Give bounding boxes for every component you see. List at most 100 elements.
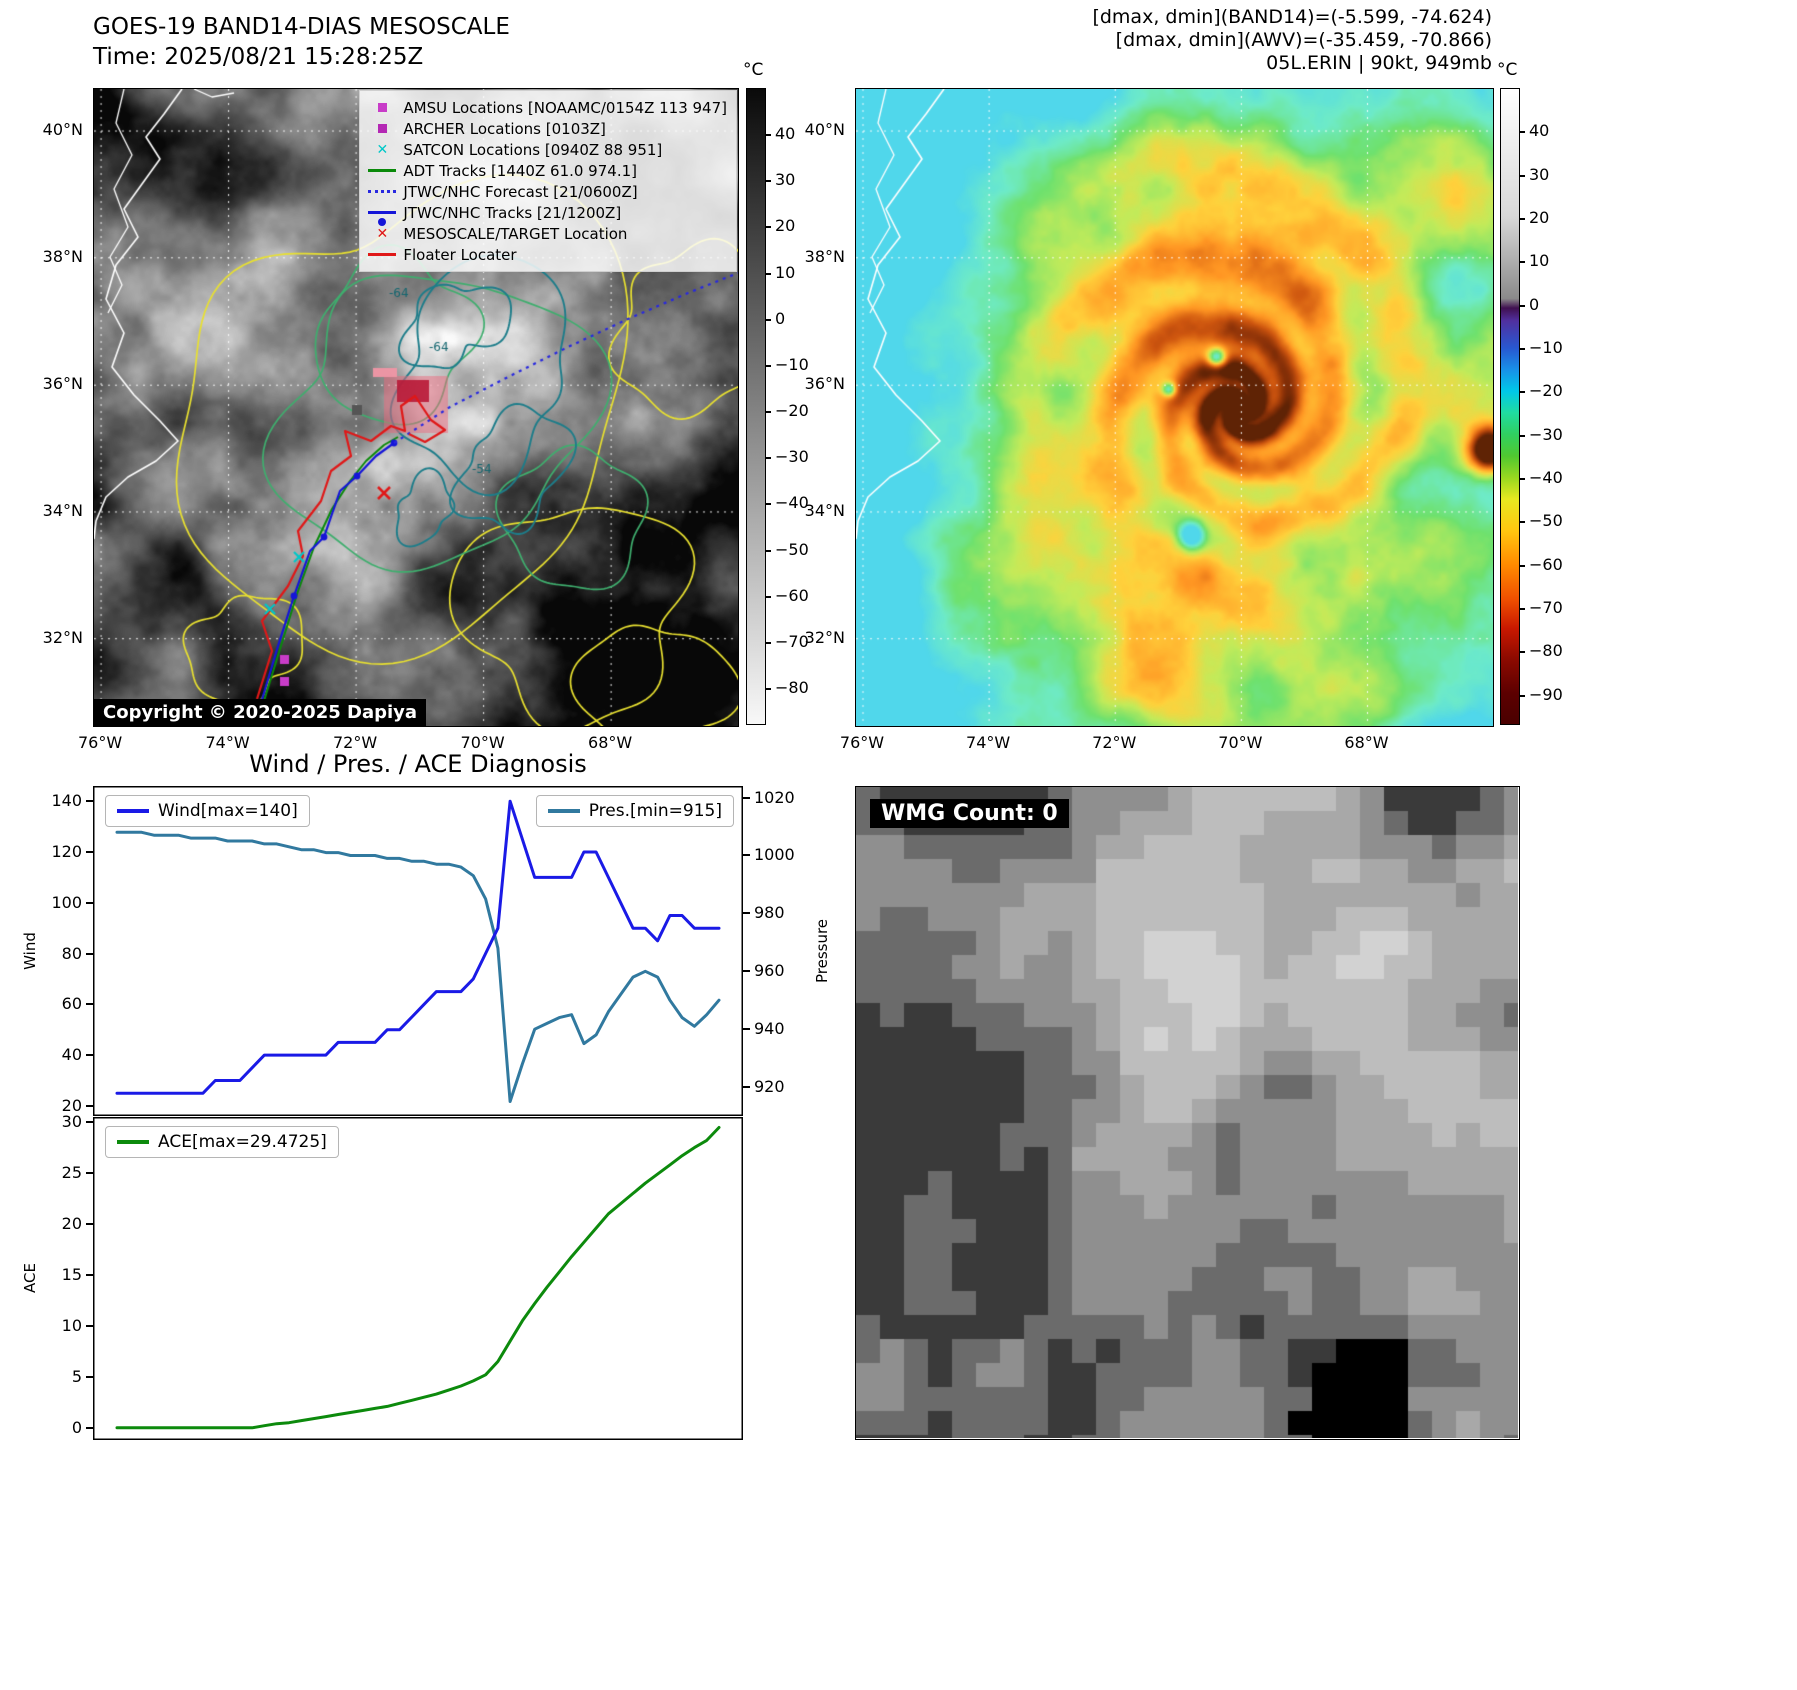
colorbar-tick-mark	[766, 364, 771, 367]
colorbar-tick-label: 40	[1529, 121, 1550, 141]
y-tick-label: 940	[754, 1019, 785, 1039]
colorbar-tick-label: −30	[1529, 424, 1563, 444]
y-tick-label: 30	[61, 1112, 82, 1132]
panel1-subtitle: Time: 2025/08/21 15:28:25Z	[93, 44, 424, 70]
y-tick-label: 100	[51, 892, 82, 912]
colorbar-tick-label: 0	[1529, 294, 1540, 314]
lon-tick-label: 68°W	[588, 733, 633, 752]
colorbar-tick-mark	[1520, 434, 1525, 437]
y-tick-label: 20	[61, 1095, 82, 1115]
y-tick-label: 15	[61, 1264, 82, 1284]
y-tick-label: 1000	[754, 845, 795, 865]
colorbar-tick-label: −70	[1529, 598, 1563, 617]
colorbar-tick-mark	[1520, 131, 1525, 134]
colorbar-tick-mark	[1520, 564, 1525, 567]
colorbar-tick-label: 20	[1529, 208, 1550, 227]
colorbar-tick-mark	[766, 272, 771, 275]
colorbar-tick-label: −50	[775, 539, 809, 559]
chart-legend-label: Wind[max=140]	[158, 801, 298, 821]
y-tick-mark	[86, 1104, 93, 1107]
colorbar-tick-mark	[1520, 651, 1525, 654]
colorbar-tick-mark	[1520, 694, 1525, 697]
y-tick-mark	[86, 800, 93, 803]
colorbar-tick-label: −80	[1529, 641, 1563, 661]
map-legend-item: JTWC/NHC Tracks [21/1200Z]	[366, 202, 727, 226]
y-tick-label: 10	[61, 1315, 82, 1335]
wmg-panel: WMG Count: 0	[855, 786, 1520, 1440]
map-legend-label: MESOSCALE/TARGET Location	[403, 224, 628, 243]
colorbar-tick-label: −80	[775, 678, 809, 698]
colorbar-tick-mark	[766, 180, 771, 183]
chart-legend: Wind[max=140]	[105, 795, 310, 827]
lon-tick-label: 72°W	[333, 733, 378, 752]
panel1-title: GOES-19 BAND14-DIAS MESOSCALE	[93, 14, 510, 40]
lon-tick-label: 72°W	[1092, 733, 1137, 752]
lon-tick-label: 70°W	[1218, 733, 1263, 752]
y-tick-label: 920	[754, 1077, 785, 1097]
colorbar-tick-mark	[766, 226, 771, 229]
panel1-colorbar	[746, 88, 766, 725]
square-marker-icon	[366, 124, 398, 133]
map-legend-item: Floater Locater	[366, 244, 727, 265]
y-tick-label: 5	[71, 1366, 82, 1386]
map-legend-label: AMSU Locations [NOAAMC/0154Z 113 947]	[403, 98, 727, 117]
y-tick-label: 60	[61, 994, 82, 1014]
y-tick-mark	[86, 1324, 93, 1327]
panel2-colorbar-unit: °C	[1497, 60, 1518, 80]
colorbar-tick-mark	[1520, 478, 1525, 480]
colorbar-tick-label: −10	[1529, 338, 1563, 357]
y-tick-mark	[86, 1172, 93, 1175]
chart-legend-label: Pres.[min=915]	[588, 801, 722, 821]
wmg-grid-canvas	[856, 787, 1518, 1438]
y-tick-mark	[743, 1086, 750, 1089]
lat-tick-label: 38°N	[804, 246, 845, 266]
colorbar-tick-mark	[1520, 348, 1525, 350]
lat-tick-label: 38°N	[42, 246, 83, 266]
lat-tick-label: 34°N	[804, 500, 845, 520]
y-tick-label: 120	[51, 842, 82, 861]
y-tick-label: 980	[754, 903, 785, 923]
colorbar-tick-mark	[766, 411, 771, 414]
colorbar-tick-label: −90	[1529, 684, 1563, 704]
colorbar-tick-mark	[1520, 521, 1525, 524]
colorbar-tick-mark	[766, 549, 771, 552]
colorbar-tick-mark	[766, 595, 771, 598]
chart-legend-label: ACE[max=29.4725]	[158, 1132, 327, 1152]
y-tick-mark	[86, 1375, 93, 1378]
lon-tick-label: 68°W	[1344, 733, 1389, 752]
colorbar-tick-label: 30	[775, 170, 796, 190]
colorbar-tick-label: −30	[775, 447, 809, 467]
map-legend-item: AMSU Locations [NOAAMC/0154Z 113 947]	[366, 97, 727, 118]
colorbar-tick-label: 0	[775, 308, 786, 328]
panel1-map: AMSU Locations [NOAAMC/0154Z 113 947] ARC…	[93, 88, 739, 727]
y-tick-label: 80	[61, 943, 82, 963]
y-tick-mark	[743, 912, 750, 915]
y-tick-mark	[743, 1028, 750, 1031]
x-marker-icon: ✕	[376, 141, 389, 158]
wind-pressure-chart: Wind[max=140] Pres.[min=915]	[93, 786, 743, 1116]
y-tick-mark	[86, 1426, 93, 1429]
lat-tick-label: 36°N	[42, 374, 83, 394]
line-dot-marker-icon	[366, 211, 398, 226]
y-tick-mark	[743, 970, 750, 973]
panel2-colorbar	[1500, 88, 1520, 725]
colorbar-tick-label: −60	[775, 585, 809, 605]
lat-tick-label: 32°N	[42, 627, 83, 647]
panel2-header: [dmax, dmin](BAND14)=(-5.599, -74.624) […	[855, 6, 1492, 75]
colorbar-tick-label: 10	[1529, 251, 1550, 271]
legend-line-sample	[117, 809, 149, 813]
line-marker-icon	[366, 253, 398, 256]
legend-line-sample	[117, 1140, 149, 1144]
colorbar-tick-mark	[1520, 261, 1525, 264]
colorbar-tick-label: 30	[1529, 164, 1550, 184]
colorbar-tick-label: −20	[1529, 381, 1563, 401]
y-tick-label: 0	[71, 1417, 82, 1437]
map-legend-label: ARCHER Locations [0103Z]	[403, 119, 606, 138]
colorbar-tick-label: −10	[775, 354, 809, 374]
colorbar-tick-mark	[1520, 174, 1525, 177]
dotted-marker-icon	[366, 190, 398, 193]
chart-legend: Pres.[min=915]	[535, 795, 734, 827]
y-tick-label: 140	[51, 791, 82, 811]
panel1-colorbar-unit: °C	[743, 60, 764, 80]
colorbar-tick-mark	[1520, 391, 1525, 394]
